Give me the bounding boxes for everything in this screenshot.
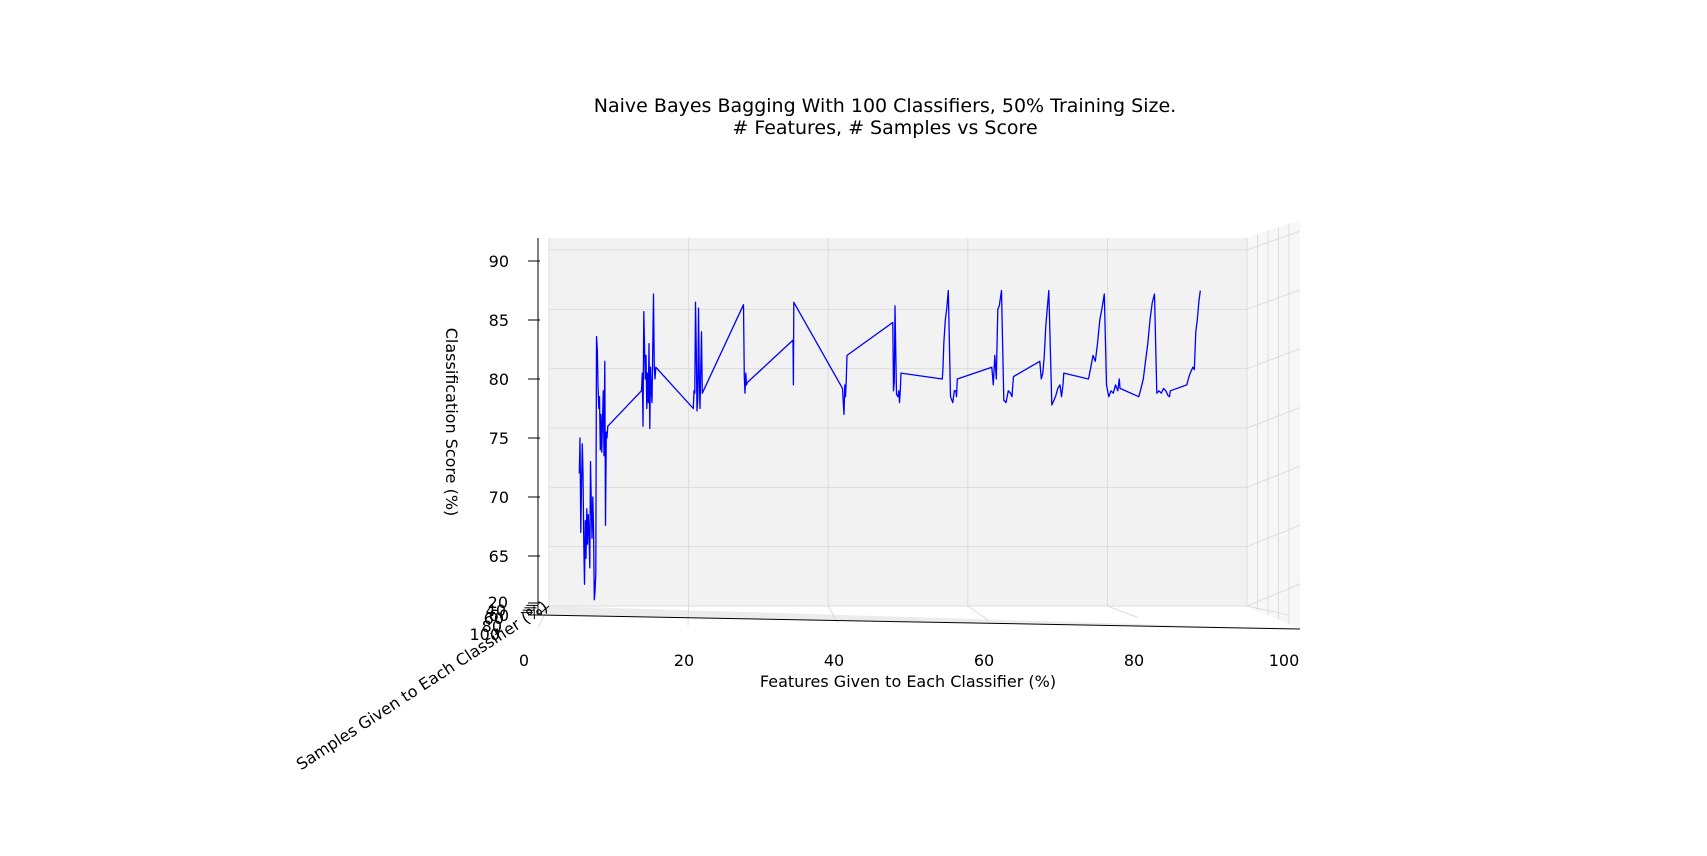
z-axis-label: Classification Score (%) xyxy=(442,328,461,517)
back-pane xyxy=(549,238,1247,606)
x-tick-label: 0 xyxy=(519,651,529,670)
z-tick-label: 80 xyxy=(489,370,509,389)
x-tick-label: 80 xyxy=(1124,651,1144,670)
z-side-gridline xyxy=(1246,348,1301,370)
x-floor-gridline xyxy=(687,605,690,626)
y-axis-line xyxy=(537,605,550,616)
y-axis-label: Samples Given to Each Classifier (%) xyxy=(293,597,551,774)
z-side-gridline xyxy=(1246,583,1301,607)
z-side-gridline xyxy=(1246,230,1301,251)
x-tick-label: 100 xyxy=(1269,651,1300,670)
chart-title: Naive Bayes Bagging With 100 Classifiers… xyxy=(594,95,1176,117)
x-axis-line xyxy=(537,614,1301,630)
z-tick-label: 90 xyxy=(489,252,509,271)
x-tick-label: 60 xyxy=(974,651,994,670)
y-tick-label: 100 xyxy=(469,625,500,644)
series-group xyxy=(578,289,1201,601)
x-tick-label: 20 xyxy=(674,651,694,670)
y-tick-label: 40 xyxy=(486,601,506,620)
z-tick-label: 75 xyxy=(489,429,509,448)
axes-panes xyxy=(538,220,1300,629)
z-side-gridline xyxy=(1246,524,1301,548)
floor-pane xyxy=(538,606,1300,629)
y-tick-label: 80 xyxy=(482,617,502,636)
z-side-gridline xyxy=(1246,407,1301,429)
x-floor-gridline xyxy=(537,605,550,629)
series-line xyxy=(578,289,1201,601)
axis-lines xyxy=(537,238,1301,630)
z-side-gridline xyxy=(1246,465,1301,488)
y-tick-label: 20 xyxy=(488,593,508,612)
x-tick-label: 40 xyxy=(824,651,844,670)
chart-subtitle: # Features, # Samples vs Score xyxy=(732,117,1037,139)
side-pane xyxy=(1247,220,1300,629)
z-tick-label: 70 xyxy=(489,488,509,507)
x-floor-gridline xyxy=(967,605,989,621)
x-axis-label: Features Given to Each Classifier (%) xyxy=(760,672,1056,691)
z-side-gridline xyxy=(1246,289,1301,310)
z-tick-label: 60 xyxy=(489,606,509,625)
x-floor-gridline xyxy=(1107,605,1139,619)
y-tick-label: 60 xyxy=(484,609,504,628)
z-tick-label: 65 xyxy=(489,547,509,566)
grid-lines xyxy=(537,223,1301,629)
z-tick-label: 85 xyxy=(489,311,509,330)
